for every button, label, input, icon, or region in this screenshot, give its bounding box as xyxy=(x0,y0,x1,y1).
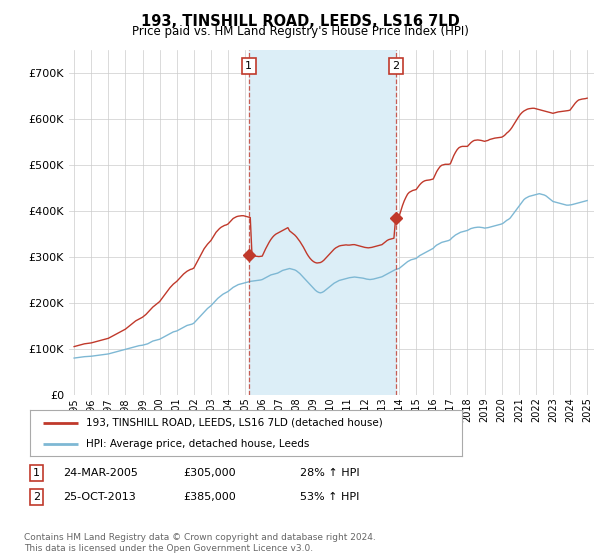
Text: 1: 1 xyxy=(33,468,40,478)
Text: 28% ↑ HPI: 28% ↑ HPI xyxy=(300,468,359,478)
Text: £305,000: £305,000 xyxy=(183,468,236,478)
Text: Contains HM Land Registry data © Crown copyright and database right 2024.
This d: Contains HM Land Registry data © Crown c… xyxy=(24,533,376,553)
Text: 53% ↑ HPI: 53% ↑ HPI xyxy=(300,492,359,502)
Text: 24-MAR-2005: 24-MAR-2005 xyxy=(63,468,138,478)
Text: Price paid vs. HM Land Registry's House Price Index (HPI): Price paid vs. HM Land Registry's House … xyxy=(131,25,469,38)
Text: £385,000: £385,000 xyxy=(183,492,236,502)
Text: 25-OCT-2013: 25-OCT-2013 xyxy=(63,492,136,502)
Text: 1: 1 xyxy=(245,61,252,71)
Text: 193, TINSHILL ROAD, LEEDS, LS16 7LD (detached house): 193, TINSHILL ROAD, LEEDS, LS16 7LD (det… xyxy=(86,418,383,428)
Text: 2: 2 xyxy=(392,61,400,71)
Text: 2: 2 xyxy=(33,492,40,502)
Bar xyxy=(249,50,396,395)
Text: HPI: Average price, detached house, Leeds: HPI: Average price, detached house, Leed… xyxy=(86,439,310,449)
Text: 193, TINSHILL ROAD, LEEDS, LS16 7LD: 193, TINSHILL ROAD, LEEDS, LS16 7LD xyxy=(140,14,460,29)
